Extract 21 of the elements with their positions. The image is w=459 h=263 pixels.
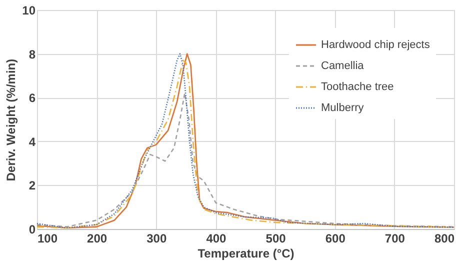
legend-label: Hardwood chip rejects	[321, 39, 430, 51]
y-axis-title: Deriv. Weight (%/min)	[4, 58, 18, 182]
x-tick-label: 600	[325, 232, 346, 246]
line-series	[36, 92, 455, 228]
x-tick-label: 300	[146, 232, 167, 246]
y-tick-label: 6	[28, 91, 36, 106]
y-tick-label: 8	[28, 47, 36, 62]
legend-label: Mulberry	[321, 102, 364, 114]
x-tick-label: 400	[206, 232, 227, 246]
y-tick-label: 10	[22, 4, 36, 18]
x-tick-label: 700	[384, 232, 406, 246]
x-tick-label: 100	[38, 232, 58, 246]
x-axis-title: Temperature (°C)	[198, 246, 294, 260]
legend-label: Toothache tree	[321, 81, 394, 93]
y-tick-label: 4	[28, 134, 36, 149]
x-tick-label: 800	[434, 232, 455, 246]
legend-label: Camellia	[321, 60, 365, 72]
x-tick-label: 500	[266, 232, 286, 246]
x-tick-label: 200	[87, 232, 108, 246]
y-tick-label: 0	[28, 222, 36, 236]
y-tick-label: 2	[28, 178, 36, 193]
